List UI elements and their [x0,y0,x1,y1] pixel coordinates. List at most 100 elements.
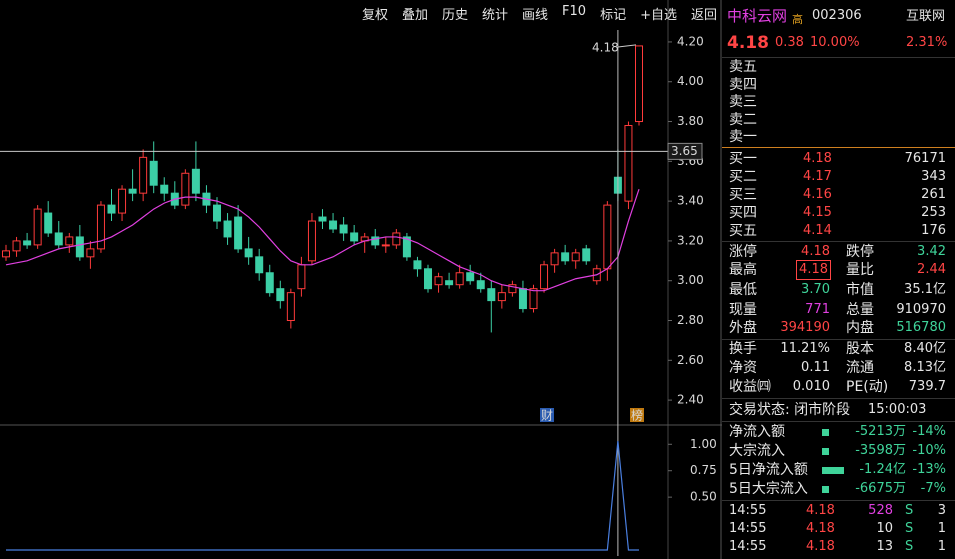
stat-label: 最低 [729,282,757,298]
y-tick-label: 3.20 [677,233,704,247]
bid-volume: 343 [921,169,946,184]
y-tick-label: 0.75 [690,463,717,477]
toolbar-button[interactable]: 画线 [522,8,549,23]
toolbar-button[interactable]: 返回 [690,8,717,23]
bid-price: 4.16 [803,187,832,202]
y-tick-label: 3.00 [677,273,704,287]
candle-body [518,288,527,310]
candle-body [571,252,580,262]
separator [722,147,955,148]
y-tick-label: 0.50 [690,490,717,504]
trade-count: 1 [937,521,946,536]
finance-label: 净资 [729,360,757,376]
ask-label: 卖四 [729,76,757,93]
candle-body [392,232,401,246]
bid-volume: 76171 [904,151,946,166]
toolbar-button[interactable]: 叠加 [401,8,428,23]
trade-price: 4.18 [806,521,835,536]
marker-box [540,408,554,422]
flow-value: -6675万 [855,481,906,496]
finance-value: 0.11 [801,360,830,375]
bid-price: 4.17 [803,169,832,184]
stat-value: 394190 [780,320,830,335]
bid-label: 买一 [729,151,757,167]
separator [722,339,955,340]
toolbar-button[interactable]: +自选 [640,8,677,23]
stat-value: 3.70 [801,282,830,297]
candle-body [424,268,432,290]
stat-label: 内盘 [846,320,874,336]
separator [722,421,955,422]
candle-body [44,212,53,234]
toolbar-button[interactable]: F10 [562,4,587,19]
finance-value: 0.010 [792,379,830,394]
stat-label: 涨停 [729,244,757,260]
y-tick-label: 4.00 [677,74,704,88]
y-tick-label: 3.40 [677,194,704,208]
trade-count: 3 [937,503,946,518]
bid-label: 买二 [729,169,757,185]
stat-value: 4.18 [801,244,830,259]
flow-value: -1.24亿 [859,462,906,477]
candle-body [234,216,243,250]
toolbar-button[interactable]: 复权 [361,8,388,23]
candle-body [12,240,21,252]
candle-body [86,248,95,258]
trade-price: 4.18 [806,539,835,554]
stat-label: 跌停 [846,244,874,260]
candle-body [107,204,116,214]
flow-pct: -14% [912,424,946,439]
candle-body [149,160,158,186]
candle-body [191,168,200,194]
status-time: 15:00:03 [868,402,927,417]
marker: 财 [541,409,553,423]
flow-label: 5日大宗流入 [729,481,808,497]
finance-value: 11.21% [780,341,830,356]
candle-body [33,208,42,246]
toolbar-button[interactable]: 标记 [600,8,627,23]
status: 交易状态: 闭市阶段 [729,402,851,418]
stat-value: 4.18 [796,260,831,280]
candle-body [529,288,538,310]
candle-body [139,156,148,194]
trade-count: 1 [937,539,946,554]
candle-body [181,172,190,206]
candle-body [255,256,264,274]
flow-label: 净流入额 [729,424,785,440]
candle-body [476,280,485,290]
bid-label: 买四 [729,205,757,221]
stat-label: 总量 [846,302,874,318]
flow-pct: -10% [912,443,946,458]
marker-box [630,408,644,422]
flow-label: 大宗流入 [729,443,785,459]
stat-value: 3.42 [917,244,946,259]
y-tick-label: 2.60 [677,353,704,367]
stock-name: 中科云网 [727,7,788,25]
trade-time: 14:55 [729,521,767,536]
finance-label: 换手 [729,341,757,357]
separator [722,500,955,501]
toolbar-button[interactable]: 统计 [482,8,509,23]
separator [722,241,955,242]
price: 4.18 [727,33,769,53]
candle-body [297,264,306,290]
candle-body [381,244,390,247]
sector: 互联网 [906,9,946,24]
finance-label: 流通 [846,360,874,376]
candle-body [75,236,84,258]
finance-value: 739.7 [908,379,946,394]
candle-body [118,188,127,214]
stat-label: 市值 [846,282,874,298]
price-tag-label: 3.65 [671,144,698,158]
candle-body [307,220,316,262]
candle-body [635,45,643,123]
toolbar-button[interactable]: 历史 [441,8,468,23]
marker: 榜 [631,408,643,423]
bid-price: 4.15 [803,205,832,220]
candle-body [508,284,517,294]
candle-body [445,280,454,286]
y-tick-label: 2.40 [677,393,704,407]
candle-body [65,236,74,246]
finance-label: 收益㈣ [729,379,771,395]
